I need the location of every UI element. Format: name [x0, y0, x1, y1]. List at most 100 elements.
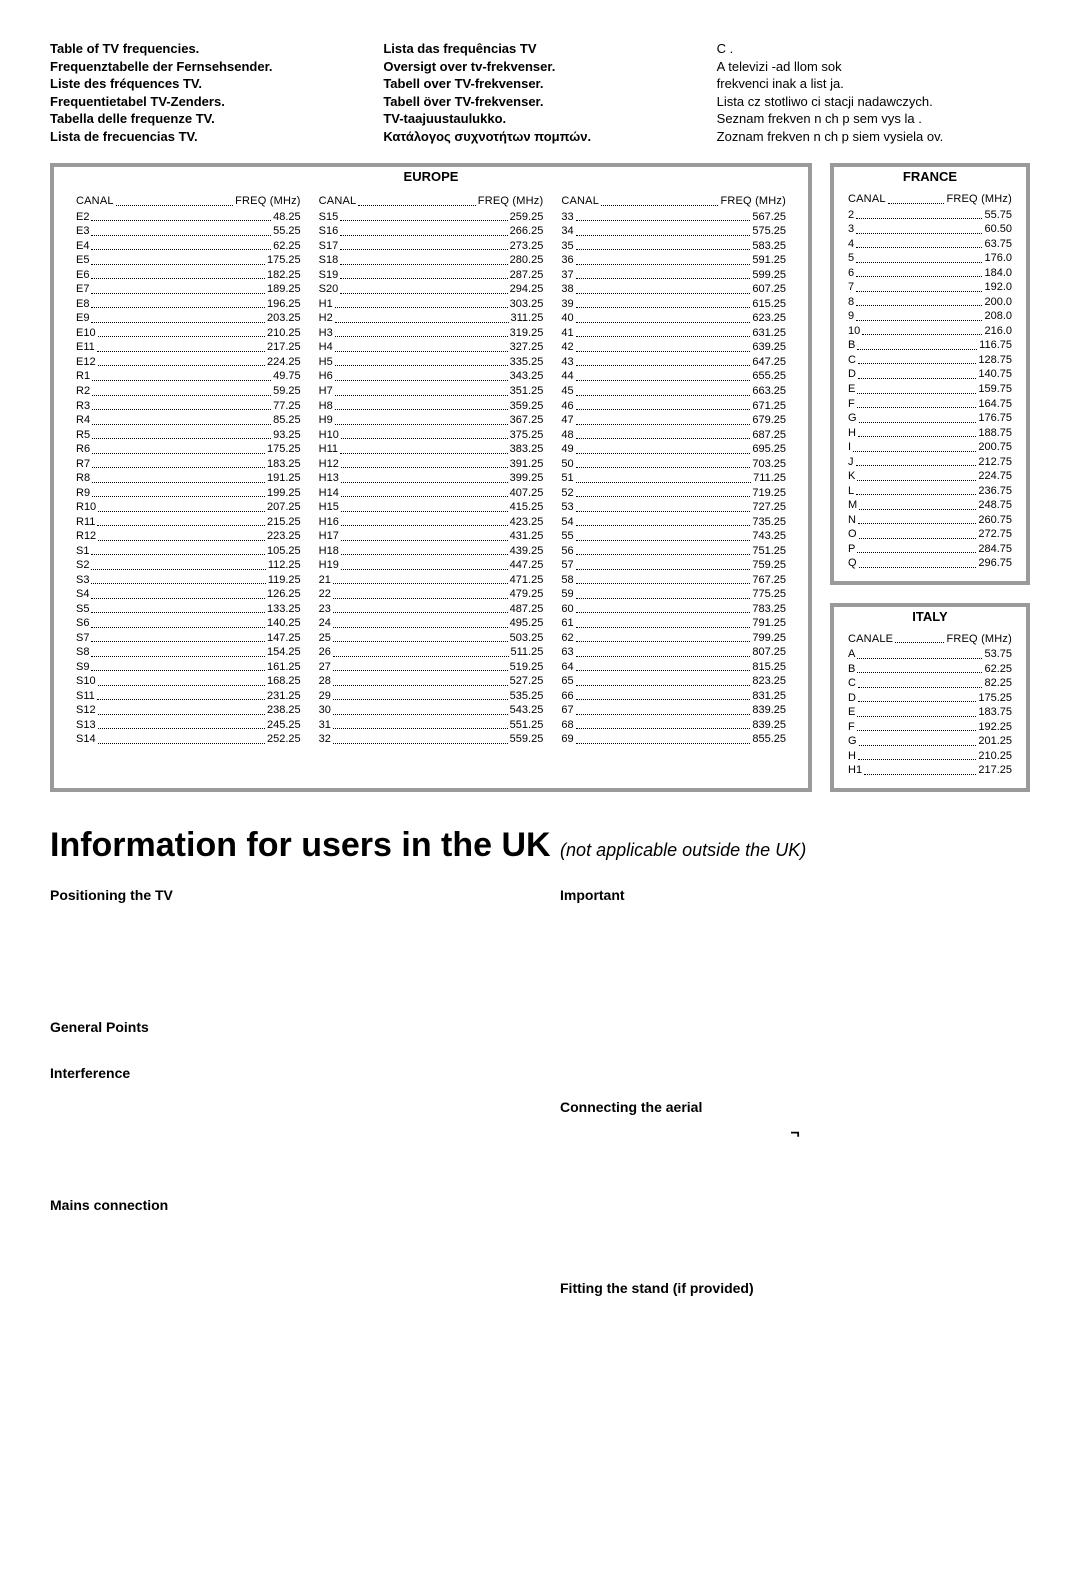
freq: 623.25: [752, 311, 786, 326]
freq: 63.75: [984, 237, 1012, 252]
freq: 583.25: [752, 239, 786, 254]
freq-row: G176.75: [848, 411, 1012, 426]
freq-row: H2311.25: [319, 311, 544, 326]
freq-row: 360.50: [848, 222, 1012, 237]
header-line: Lista cz stotliwo ci stacji nadawczych.: [717, 93, 1030, 111]
freq-row: 50703.25: [561, 457, 786, 472]
channel: E9: [76, 311, 89, 326]
freq-row: B116.75: [848, 338, 1012, 353]
freq-row: D175.25: [848, 691, 1012, 706]
channel: S10: [76, 674, 96, 689]
freq-row: S12238.25: [76, 703, 301, 718]
freq: 200.0: [984, 295, 1012, 310]
col-header-left: CANAL: [848, 192, 886, 207]
freq-row: S9161.25: [76, 660, 301, 675]
freq-row: S19287.25: [319, 268, 544, 283]
freq: 259.25: [510, 210, 544, 225]
freq: 128.75: [978, 353, 1012, 368]
freq-row: 57759.25: [561, 558, 786, 573]
channel: E: [848, 382, 855, 397]
freq: 439.25: [510, 544, 544, 559]
freq-row: 7192.0: [848, 280, 1012, 295]
freq-row: S10168.25: [76, 674, 301, 689]
channel: E4: [76, 239, 89, 254]
freq-row: F164.75: [848, 397, 1012, 412]
channel: 7: [848, 280, 854, 295]
header-line: Oversigt over tv-frekvenser.: [383, 58, 696, 76]
freq-row: E9203.25: [76, 311, 301, 326]
header-line: Zoznam frekven n ch p siem vysiela ov.: [717, 128, 1030, 146]
channel: 37: [561, 268, 573, 283]
freq: 280.25: [510, 253, 544, 268]
freq: 224.25: [267, 355, 301, 370]
channel: E8: [76, 297, 89, 312]
channel: E6: [76, 268, 89, 283]
channel: 28: [319, 674, 331, 689]
channel: S2: [76, 558, 89, 573]
col-header-right: FREQ (MHz): [235, 194, 301, 209]
channel: S1: [76, 544, 89, 559]
freq: 751.25: [752, 544, 786, 559]
channel: E7: [76, 282, 89, 297]
freq: 359.25: [510, 399, 544, 414]
freq-row: E7 189.25: [76, 282, 301, 297]
freq: 217.25: [267, 340, 301, 355]
freq: 471.25: [510, 573, 544, 588]
freq-row: R485.25: [76, 413, 301, 428]
channel: H4: [319, 340, 333, 355]
freq: 375.25: [510, 428, 544, 443]
header-line: Frequenztabelle der Fernsehsender.: [50, 58, 363, 76]
freq-row: H1303.25: [319, 297, 544, 312]
header-line: Lista de frecuencias TV.: [50, 128, 363, 146]
header-line: Tabella delle frequenze TV.: [50, 110, 363, 128]
channel: H15: [319, 500, 339, 515]
freq: 217.25: [978, 763, 1012, 778]
freq: 591.25: [752, 253, 786, 268]
channel: 65: [561, 674, 573, 689]
channel: R3: [76, 399, 90, 414]
freq: 189.25: [267, 282, 301, 297]
freq: 391.25: [510, 457, 544, 472]
freq: 48.25: [273, 210, 301, 225]
freq-row: H12391.25: [319, 457, 544, 472]
freq: 191.25: [267, 471, 301, 486]
freq-row: H17431.25: [319, 529, 544, 544]
channel: 29: [319, 689, 331, 704]
channel: 56: [561, 544, 573, 559]
freq: 161.25: [267, 660, 301, 675]
freq-row: 37599.25: [561, 268, 786, 283]
channel: R6: [76, 442, 90, 457]
channel: D: [848, 691, 856, 706]
freq-row: 68839.25: [561, 718, 786, 733]
channel: H8: [319, 399, 333, 414]
freq: 182.25: [267, 268, 301, 283]
freq: 487.25: [510, 602, 544, 617]
freq-row: S6140.25: [76, 616, 301, 631]
col-header-left: CANAL: [76, 194, 114, 209]
freq: 855.25: [752, 732, 786, 747]
col-header-right: FREQ (MHz): [720, 194, 786, 209]
freq-row: 46671.25: [561, 399, 786, 414]
channel: I: [848, 440, 851, 455]
channel: 62: [561, 631, 573, 646]
freq-row: J212.75: [848, 455, 1012, 470]
freq-row: C128.75: [848, 353, 1012, 368]
freq: 383.25: [510, 442, 544, 457]
freq-row: 54735.25: [561, 515, 786, 530]
channel: R9: [76, 486, 90, 501]
freq-row: H14407.25: [319, 486, 544, 501]
freq: 272.75: [978, 527, 1012, 542]
freq: 735.25: [752, 515, 786, 530]
heading-mains: Mains connection: [50, 1197, 520, 1213]
freq: 140.25: [267, 616, 301, 631]
header-line: C .: [717, 40, 1030, 58]
freq: 727.25: [752, 500, 786, 515]
freq: 823.25: [752, 674, 786, 689]
freq: 62.25: [984, 662, 1012, 677]
channel: 46: [561, 399, 573, 414]
freq-row: 51711.25: [561, 471, 786, 486]
channel: G: [848, 734, 857, 749]
channel: R11: [76, 515, 95, 530]
header-line: Liste des fréquences TV.: [50, 75, 363, 93]
channel: C: [848, 676, 856, 691]
